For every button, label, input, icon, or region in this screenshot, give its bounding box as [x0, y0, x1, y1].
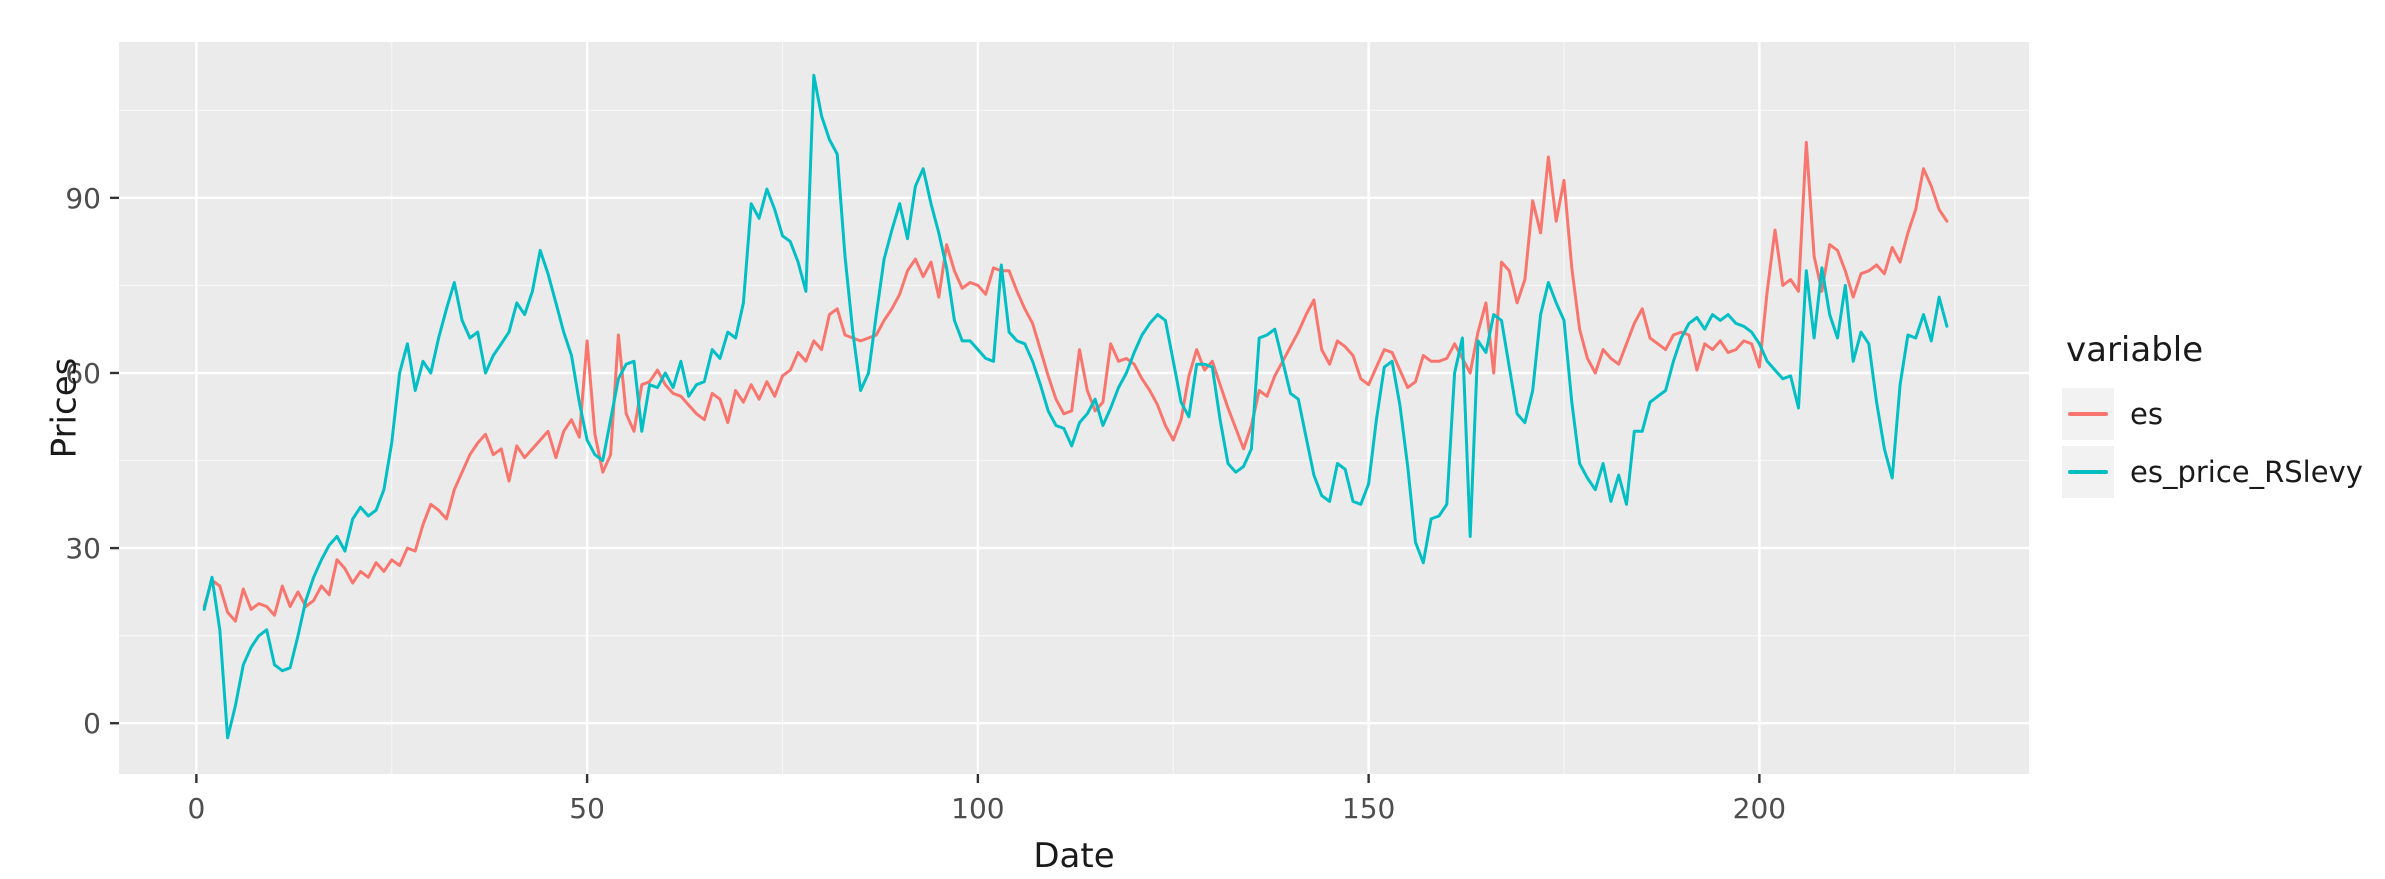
legend-line-icon	[2068, 470, 2108, 474]
x-axis-title: Date	[1033, 836, 1115, 876]
legend-key-es-price-rslevy	[2062, 446, 2114, 498]
x-tick-label: 100	[951, 792, 1004, 825]
legend-label: es_price_RSlevy	[2130, 455, 2363, 489]
x-tick-label: 150	[1342, 792, 1395, 825]
x-tick-label: 50	[569, 792, 605, 825]
series-line-es_price_RSlevy	[202, 73, 1949, 740]
legend-entry-es: es	[2062, 388, 2363, 440]
legend-label: es	[2130, 397, 2163, 431]
y-tick-label: 90	[65, 182, 101, 215]
legend-key-es	[2062, 388, 2114, 440]
series-line-es	[202, 140, 1949, 623]
x-tick-label: 200	[1733, 792, 1786, 825]
x-tick-label: 0	[187, 792, 205, 825]
y-tick-label: 60	[65, 357, 101, 390]
legend-entry-es-price-rslevy: es_price_RSlevy	[2062, 446, 2363, 498]
y-axis-title: Prices	[44, 357, 85, 459]
legend-title: variable	[2066, 330, 2204, 370]
y-tick-label: 0	[83, 707, 101, 740]
y-tick-label: 30	[65, 532, 101, 565]
legend-line-icon	[2068, 412, 2108, 416]
legend: variable es es_price_RSlevy	[2062, 330, 2363, 504]
plot-panel	[119, 42, 2029, 774]
